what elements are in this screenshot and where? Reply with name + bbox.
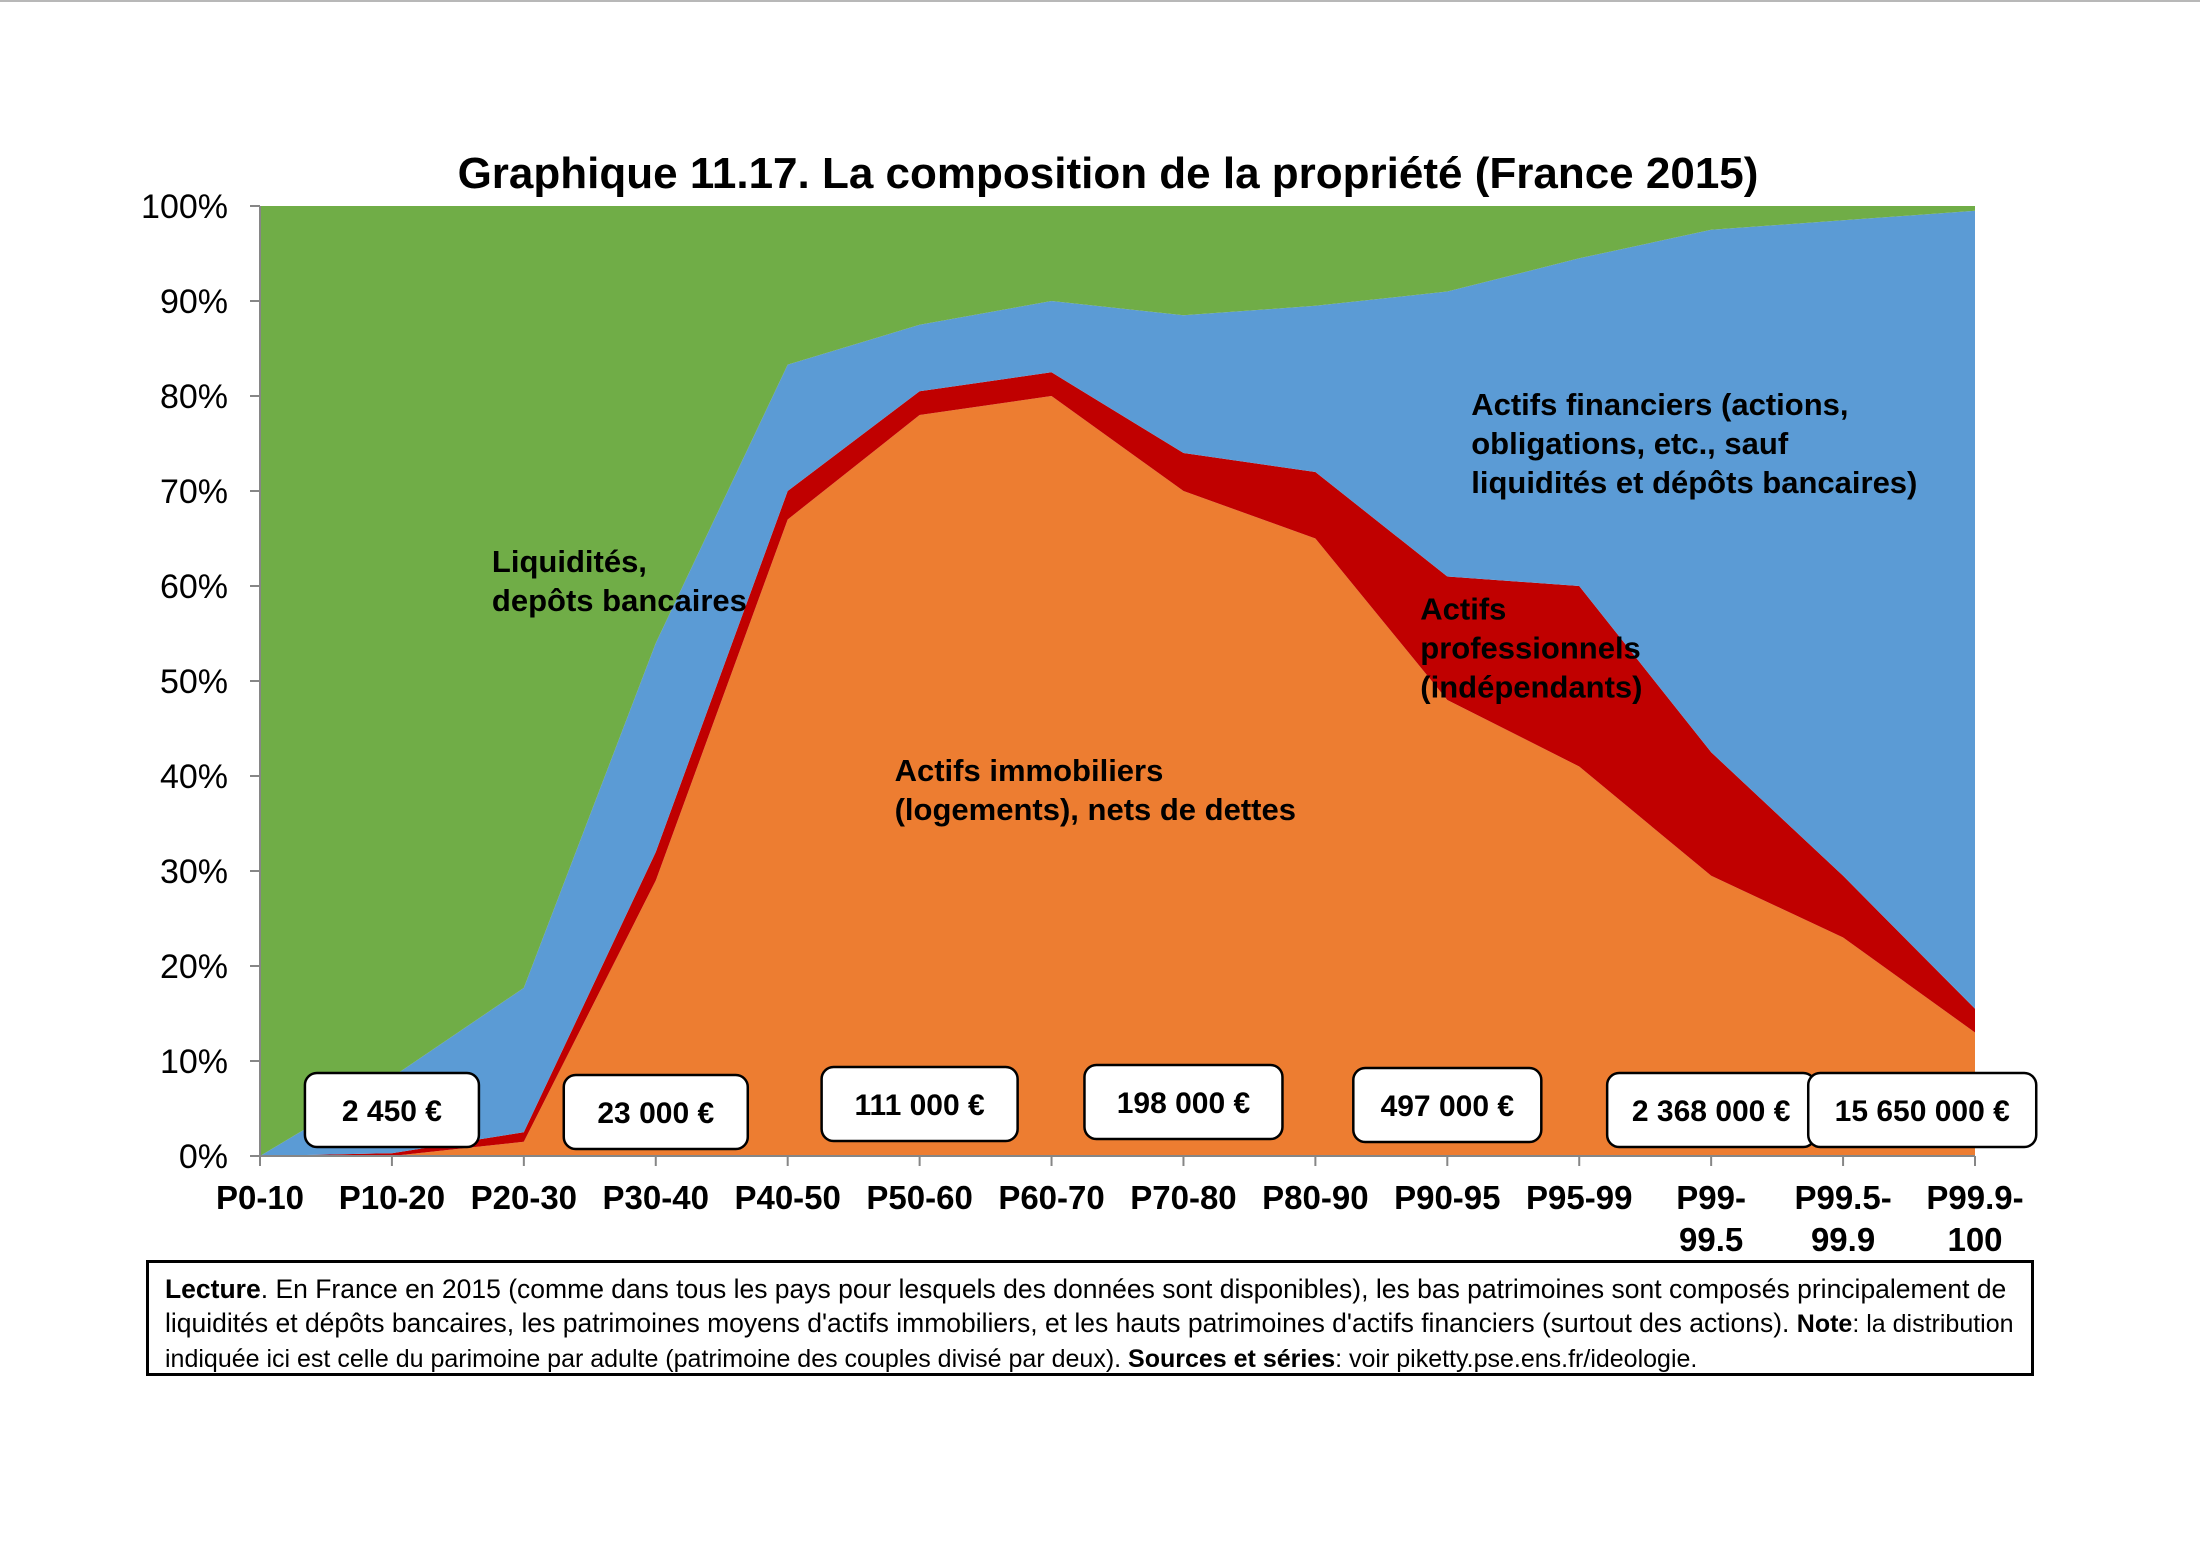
x-tick-label: P99.9- <box>1926 1179 2023 1216</box>
lecture-text: . En France en 2015 (comme dans tous les… <box>165 1274 2007 1338</box>
x-tick-label: P99.5- <box>1794 1179 1891 1216</box>
value-box <box>303 1071 481 1149</box>
series-1-area <box>260 372 1975 1156</box>
top-border <box>0 0 2200 2</box>
series-2-area <box>260 210 1975 1157</box>
area-label-2: Actifs <box>1420 591 1506 626</box>
note-label: Note <box>1796 1310 1853 1338</box>
x-tick-label: P90-95 <box>1394 1179 1500 1216</box>
area-labels-layer: Liquidités, depôts bancaires Actifs immobi… <box>492 387 1917 827</box>
area-label-2: professionnels <box>1420 630 1641 665</box>
x-tick-label: P70-80 <box>1130 1179 1236 1216</box>
x-tick-label: P95-99 <box>1526 1179 1632 1216</box>
y-tick-label: 100% <box>141 188 228 226</box>
areas-layer <box>260 206 1975 1157</box>
reading-note-box: Lecture. En France en 2015 (comme dans t… <box>146 1260 2034 1376</box>
sources-text: : voir piketty.pse.ens.fr/ideologie. <box>1335 1345 1698 1373</box>
y-tick-label: 40% <box>160 758 228 796</box>
area-label-3: Actifs financiers (actions, <box>1471 387 1848 422</box>
series-0-area <box>260 396 1975 1156</box>
sources-label: Sources et séries <box>1128 1345 1336 1373</box>
x-tick-label: P10-20 <box>339 1179 445 1216</box>
area-label-0: Liquidités, <box>492 544 647 579</box>
area-label-0: depôts bancaires <box>492 583 747 618</box>
value-boxes-layer: 2 450 € 23 000 € 111 000 € 198 000 € 497 000… <box>303 1063 2038 1151</box>
value-box-label: 15 650 000 € <box>1835 1095 2010 1128</box>
series-3-area <box>260 206 1975 1156</box>
value-box <box>1806 1071 2038 1149</box>
value-box-label: 2 368 000 € <box>1632 1095 1791 1128</box>
x-tick-label: P30-40 <box>603 1179 709 1216</box>
chart-title: Graphique 11.17. La composition de la pr… <box>458 149 1759 198</box>
value-box <box>562 1073 750 1151</box>
y-tick-label: 30% <box>160 853 228 891</box>
x-tick-label: P60-70 <box>998 1179 1104 1216</box>
y-tick-label: 90% <box>160 283 228 321</box>
x-tick-label: 100 <box>1947 1221 2002 1258</box>
value-box-label: 497 000 € <box>1381 1090 1515 1123</box>
y-tick-label: 60% <box>160 568 228 606</box>
lecture-label: Lecture <box>165 1274 261 1304</box>
area-label-3: liquidités et dépôts bancaires) <box>1471 465 1917 500</box>
value-box-label: 23 000 € <box>597 1097 714 1130</box>
x-tick-label: P80-90 <box>1262 1179 1368 1216</box>
x-tick-label: 99.5 <box>1679 1221 1743 1258</box>
value-box <box>1083 1063 1284 1141</box>
x-tick-label: P0-10 <box>216 1179 304 1216</box>
y-tick-label: 70% <box>160 473 228 511</box>
x-tick-label: P99- <box>1676 1179 1746 1216</box>
x-tick-label: P50-60 <box>866 1179 972 1216</box>
note-text: : la distribution indiquée ici est celle… <box>165 1310 2014 1373</box>
x-tick-label: P20-30 <box>471 1179 577 1216</box>
value-box <box>820 1065 1019 1143</box>
axes-layer: 0% 10% 20% 30% 40% 50% 60% 70% 80% 90% 100% P0-10 P1… <box>141 188 2024 1258</box>
value-box-label: 198 000 € <box>1117 1087 1251 1120</box>
value-box-label: 2 450 € <box>342 1095 442 1128</box>
y-tick-label: 80% <box>160 378 228 416</box>
y-tick-label: 50% <box>160 663 228 701</box>
area-label-3: obligations, etc., sauf <box>1471 426 1789 461</box>
area-label-1: (logements), nets de dettes <box>895 792 1296 827</box>
x-tick-label: 99.9 <box>1811 1221 1875 1258</box>
area-label-2: (indépendants) <box>1420 669 1642 704</box>
area-label-1: Actifs immobiliers <box>895 753 1164 788</box>
x-tick-label: P40-50 <box>734 1179 840 1216</box>
value-box <box>1352 1066 1543 1144</box>
value-box-label: 111 000 € <box>855 1089 985 1122</box>
y-tick-label: 10% <box>160 1043 228 1081</box>
y-tick-label: 20% <box>160 948 228 986</box>
y-tick-label: 0% <box>179 1138 228 1176</box>
